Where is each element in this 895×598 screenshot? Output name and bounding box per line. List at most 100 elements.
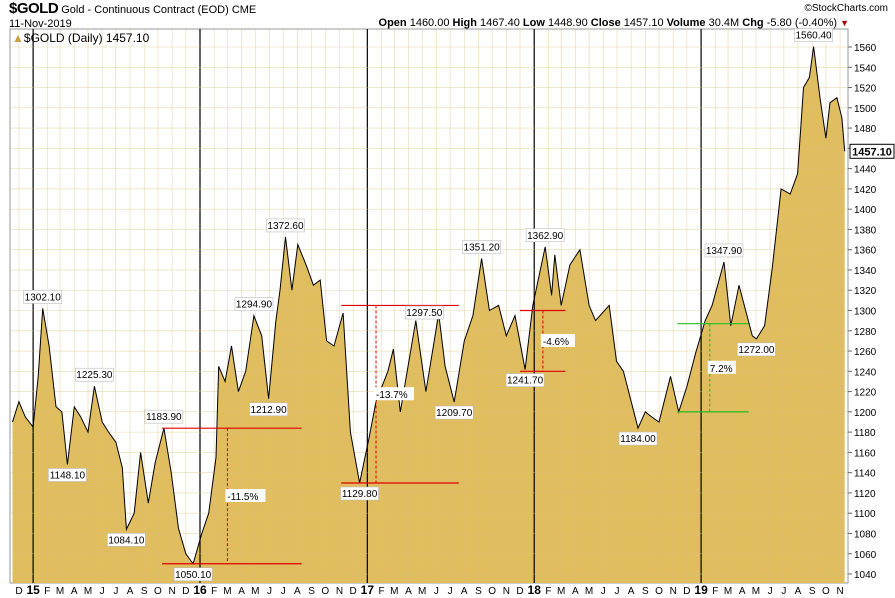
y-tick-label: 1180 bbox=[854, 428, 876, 439]
value-label: 1351.20 bbox=[464, 243, 501, 254]
x-tick-label: O bbox=[822, 586, 830, 597]
value-label-box bbox=[737, 342, 776, 357]
x-tick-label: M bbox=[585, 586, 593, 597]
value-label-box bbox=[249, 402, 288, 417]
y-tick-label: 1040 bbox=[854, 570, 877, 581]
chg-label: Chg bbox=[742, 17, 764, 29]
x-tick-label: J bbox=[434, 586, 439, 597]
y-tick-label: 1560 bbox=[854, 43, 877, 54]
x-tick-label: N bbox=[168, 586, 175, 597]
x-tick-label: 19 bbox=[694, 583, 708, 597]
x-tick-label: F bbox=[712, 586, 718, 597]
x-tick-label: D bbox=[15, 586, 22, 597]
x-tick-label: J bbox=[448, 586, 453, 597]
value-label-box bbox=[618, 431, 658, 446]
y-tick-label: 1360 bbox=[854, 246, 877, 257]
value-label-box bbox=[462, 240, 501, 254]
x-tick-label: A bbox=[238, 586, 245, 597]
move-pct-label: -4.6% bbox=[543, 337, 569, 348]
value-label: 1050.10 bbox=[175, 570, 212, 581]
x-tick-label: M bbox=[390, 586, 398, 597]
x-tick-label: A bbox=[628, 586, 635, 597]
y-tick-label: 1500 bbox=[854, 104, 877, 115]
value-label-box bbox=[266, 218, 305, 233]
x-tick-label: M bbox=[251, 586, 259, 597]
x-tick-label: F bbox=[378, 586, 384, 597]
open-value: 1460.00 bbox=[409, 17, 450, 29]
move-label-bg bbox=[540, 333, 575, 347]
value-label: 1297.50 bbox=[406, 308, 443, 319]
y-tick-label: 1420 bbox=[854, 185, 877, 196]
x-tick-label: J bbox=[601, 586, 606, 597]
move-label-bg bbox=[374, 387, 415, 401]
x-tick-label: A bbox=[405, 586, 412, 597]
value-label: 1272.00 bbox=[738, 345, 775, 356]
y-tick-label: 1140 bbox=[854, 469, 876, 480]
y-tick-label: 1160 bbox=[854, 448, 876, 459]
close-label: Close bbox=[590, 17, 621, 29]
x-tick-label: A bbox=[127, 586, 134, 597]
value-label-box bbox=[107, 533, 146, 547]
x-tick-label: M bbox=[84, 586, 92, 597]
chart-title: $GOLD Gold - Continuous Contract (EOD) C… bbox=[9, 0, 256, 19]
x-tick-label: O bbox=[655, 586, 663, 597]
value-label-box bbox=[23, 290, 63, 304]
value-label-box bbox=[340, 486, 379, 501]
value-label: 1084.10 bbox=[108, 535, 145, 546]
value-label: 1183.90 bbox=[146, 412, 182, 423]
x-tick-label: A bbox=[461, 586, 468, 597]
x-tick-label: A bbox=[739, 586, 746, 597]
instrument-name: Gold - Continuous Contract (EOD) bbox=[61, 4, 229, 16]
x-tick-label: M bbox=[557, 586, 565, 597]
y-tick-label: 1280 bbox=[854, 327, 877, 338]
value-label-box bbox=[525, 228, 565, 243]
x-tick-label: D bbox=[350, 586, 357, 597]
x-tick-label: A bbox=[572, 586, 579, 597]
value-label: 1209.70 bbox=[436, 408, 473, 419]
x-tick-label: J bbox=[781, 586, 786, 597]
down-triangle-icon: ▼ bbox=[840, 18, 849, 28]
y-tick-label: 1320 bbox=[854, 286, 877, 297]
x-tick-label: M bbox=[56, 586, 64, 597]
y-tick-label: 1480 bbox=[854, 124, 877, 135]
value-label-box bbox=[505, 373, 545, 387]
x-tick-label: O bbox=[488, 586, 496, 597]
value-label-box bbox=[794, 28, 833, 42]
legend: ▲$GOLD (Daily) 1457.10 bbox=[12, 31, 149, 45]
move-label-bg bbox=[707, 360, 736, 374]
x-tick-label: S bbox=[809, 586, 816, 597]
chg-value: -5.80 (-0.40%) bbox=[766, 17, 838, 29]
volume-value: 30.4M bbox=[708, 17, 740, 29]
value-label: 1362.90 bbox=[527, 231, 564, 242]
x-tick-label: N bbox=[503, 586, 510, 597]
x-tick-label: N bbox=[670, 586, 677, 597]
value-label: 1184.00 bbox=[620, 434, 656, 445]
x-tick-label: D bbox=[683, 586, 690, 597]
low-value: 1448.90 bbox=[547, 17, 588, 29]
move-pct-label: 7.2% bbox=[710, 364, 733, 375]
high-label: High bbox=[452, 17, 477, 29]
x-tick-label: A bbox=[71, 586, 78, 597]
last-price-box bbox=[849, 143, 895, 159]
x-tick-label: D bbox=[182, 586, 189, 597]
y-tick-label: 1540 bbox=[854, 63, 877, 74]
value-label: 1241.70 bbox=[507, 376, 544, 387]
move-pct-label: -11.5% bbox=[227, 492, 258, 503]
price-line bbox=[12, 46, 846, 565]
y-tick-label: 1120 bbox=[854, 489, 876, 500]
x-tick-label: F bbox=[545, 586, 551, 597]
y-tick-label: 1300 bbox=[854, 307, 877, 318]
value-label: 1347.90 bbox=[706, 246, 743, 257]
x-tick-label: J bbox=[113, 586, 118, 597]
y-tick-label: 1080 bbox=[854, 529, 877, 540]
value-label-box bbox=[704, 243, 744, 258]
high-value: 1467.40 bbox=[480, 17, 520, 29]
x-tick-label: J bbox=[100, 586, 105, 597]
last-price-label: 1457.10 bbox=[852, 146, 892, 158]
x-tick-label: N bbox=[336, 586, 343, 597]
x-tick-label: M bbox=[223, 586, 231, 597]
x-tick-label: A bbox=[795, 586, 802, 597]
y-tick-label: 1400 bbox=[854, 205, 877, 216]
x-tick-label: O bbox=[154, 586, 162, 597]
